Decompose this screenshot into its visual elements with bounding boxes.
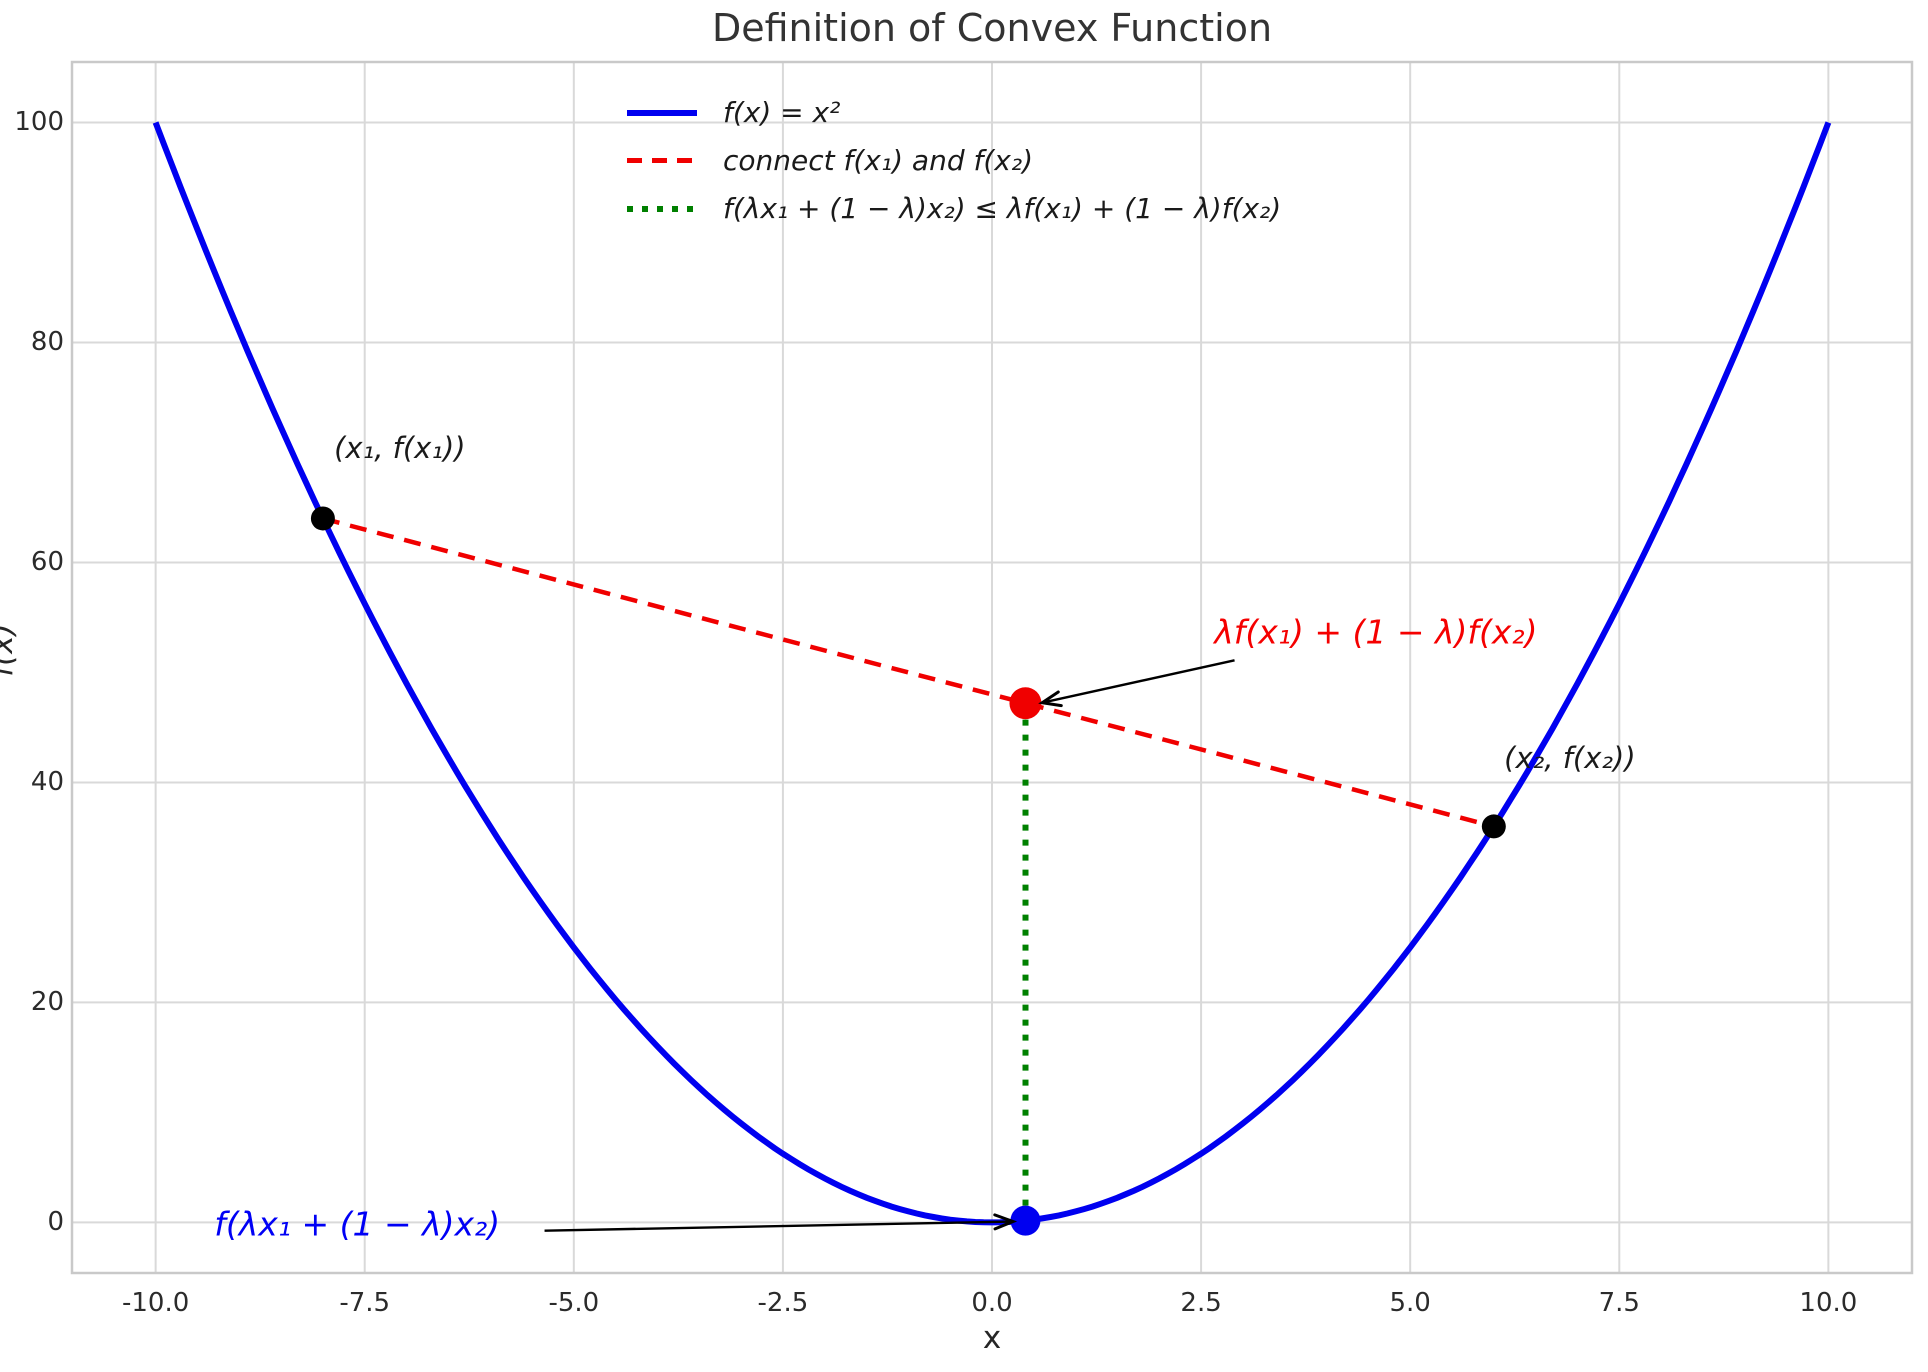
chart-title: Definition of Convex Function bbox=[711, 6, 1273, 50]
y-tick-label: 60 bbox=[30, 547, 64, 578]
legend-item-inequality: f(λx₁ + (1 − λ)x₂) ≤ λf(x₁) + (1 − λ)f(x… bbox=[627, 192, 1281, 225]
chord-line bbox=[322, 516, 1495, 829]
axes-border bbox=[70, 60, 1914, 1275]
legend-dotted-line-sample bbox=[627, 205, 697, 212]
x-tick-label: -7.5 bbox=[339, 1288, 391, 1318]
x-tick-label: 0.0 bbox=[971, 1288, 1013, 1318]
legend-dashed-line-sample bbox=[627, 158, 697, 163]
legend: f(x) = x² connect f(x₁) and f(x₂) f(λx₁ … bbox=[627, 96, 1281, 240]
y-tick-label: 40 bbox=[30, 767, 64, 798]
x-tick-label: 7.5 bbox=[1598, 1288, 1640, 1318]
y-tick-label: 0 bbox=[47, 1207, 64, 1238]
x-tick-label: 5.0 bbox=[1389, 1288, 1431, 1318]
annotation-chord-value-label: λf(x₁) + (1 − λ)f(x₂) bbox=[1214, 612, 1538, 652]
x-tick-label: -10.0 bbox=[121, 1288, 190, 1318]
legend-label: f(x) = x² bbox=[723, 96, 841, 129]
annotation-x1-point-label: (x₁, f(x₁)) bbox=[334, 431, 466, 466]
annotation-x2-point-label: (x₂, f(x₂)) bbox=[1504, 741, 1636, 776]
y-tick-label: 100 bbox=[14, 107, 64, 138]
x-tick-label: 10.0 bbox=[1799, 1288, 1858, 1318]
x-tick-label: -2.5 bbox=[757, 1288, 809, 1318]
annotation-function-value-label: f(λx₁ + (1 − λ)x₂) bbox=[214, 1204, 501, 1244]
legend-solid-line-sample bbox=[627, 109, 697, 116]
data-point bbox=[310, 506, 335, 531]
legend-item-chord: connect f(x₁) and f(x₂) bbox=[627, 144, 1281, 177]
legend-label: f(λx₁ + (1 − λ)x₂) ≤ λf(x₁) + (1 − λ)f(x… bbox=[723, 192, 1282, 225]
data-point bbox=[1009, 687, 1042, 720]
y-tick-label: 20 bbox=[30, 987, 64, 1018]
data-point bbox=[1481, 814, 1506, 839]
x-axis-label: x bbox=[982, 1320, 1002, 1356]
y-tick-label: 80 bbox=[30, 327, 64, 358]
x-tick-label: 2.5 bbox=[1180, 1288, 1222, 1318]
data-point bbox=[1010, 1205, 1041, 1236]
legend-item-curve: f(x) = x² bbox=[627, 96, 1281, 129]
annotation-arrow bbox=[1038, 659, 1235, 708]
x-tick-label: -5.0 bbox=[548, 1288, 600, 1318]
annotation-arrow bbox=[544, 1213, 1018, 1232]
legend-label: connect f(x₁) and f(x₂) bbox=[723, 144, 1033, 177]
